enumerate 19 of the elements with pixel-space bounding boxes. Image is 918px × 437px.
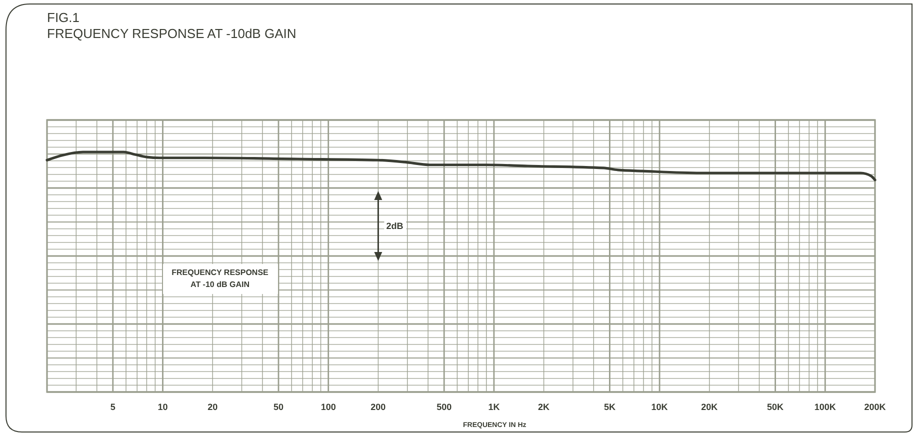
text: 2dB xyxy=(386,221,404,231)
x-tick-label: 5 xyxy=(110,402,116,412)
x-tick-label: 20K xyxy=(701,402,718,412)
x-tick-label: 200K xyxy=(864,402,886,412)
x-tick-label: 50 xyxy=(273,402,284,412)
x-tick-label: 200 xyxy=(370,402,386,412)
x-tick-label: 2K xyxy=(538,402,550,412)
chart-title: FIG.1 xyxy=(47,10,80,25)
x-tick-label: 1K xyxy=(488,402,500,412)
x-tick-label: 5K xyxy=(604,402,616,412)
x-tick-label: 10 xyxy=(158,402,168,412)
x-tick-label: 500 xyxy=(436,402,452,412)
x-tick-label: 20 xyxy=(208,402,218,412)
x-tick-label: 100 xyxy=(320,402,336,412)
x-tick-label: 50K xyxy=(767,402,784,412)
x-tick-label: 100K xyxy=(814,402,836,412)
text: FREQUENCY RESPONSE AT -10 dB GAIN xyxy=(172,268,270,289)
x-tick-label: 10K xyxy=(651,402,668,412)
chart-subtitle: FREQUENCY RESPONSE AT -10dB GAIN xyxy=(47,26,296,41)
